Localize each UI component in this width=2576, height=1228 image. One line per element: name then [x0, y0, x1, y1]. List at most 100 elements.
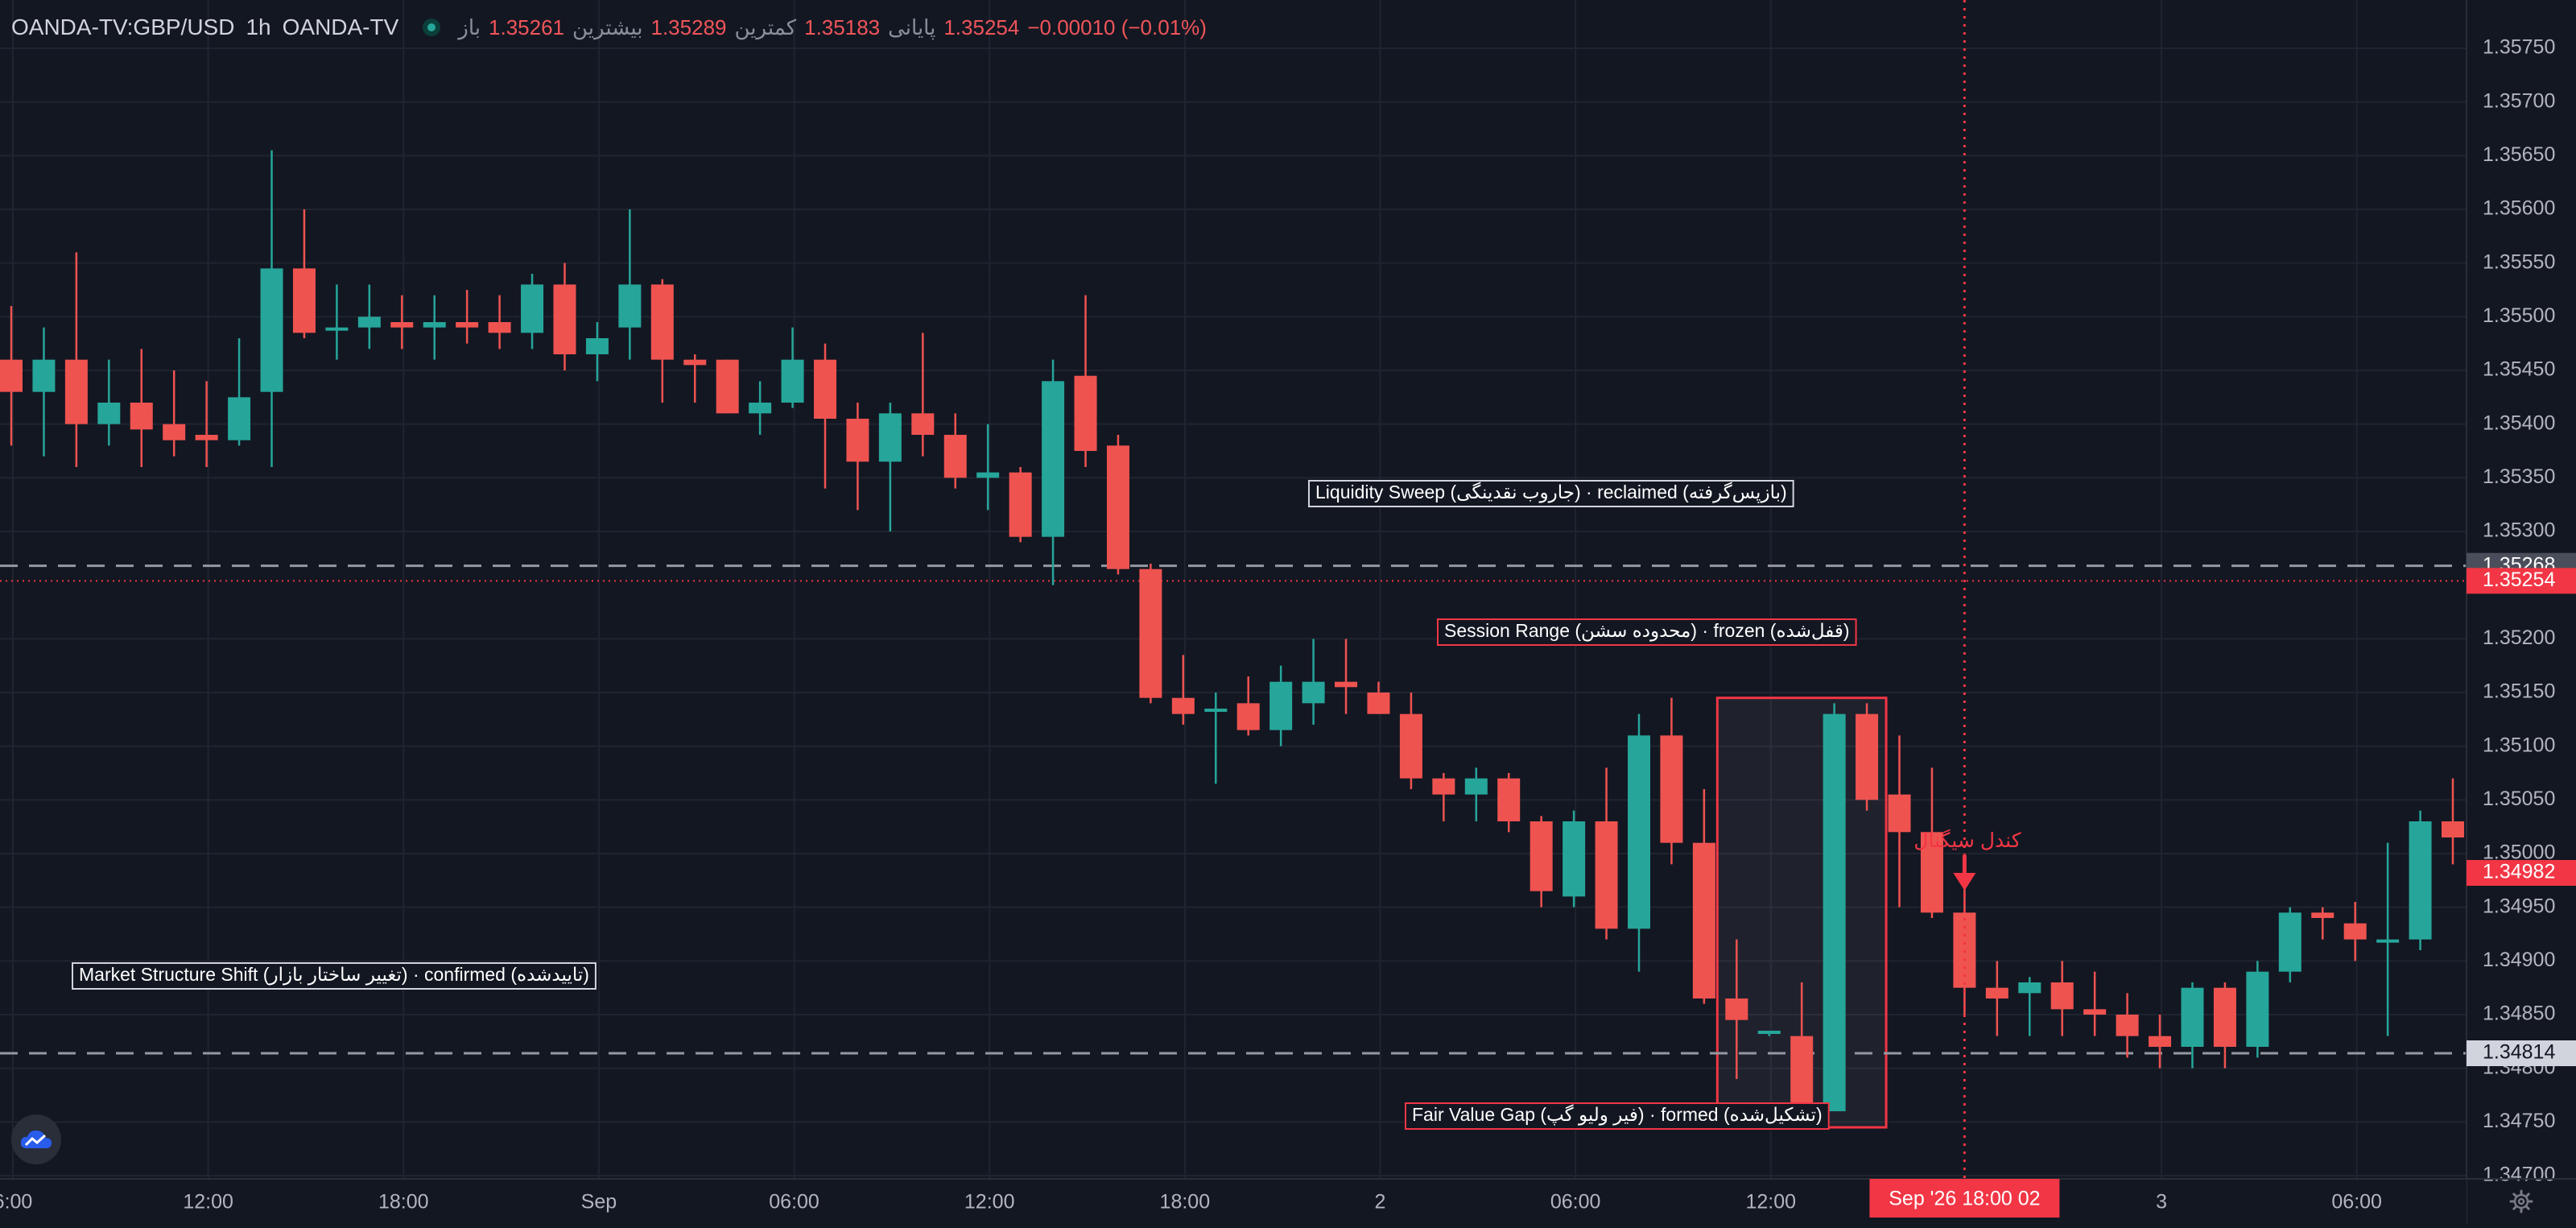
candle-body: [2442, 821, 2464, 837]
candle-body: [618, 284, 642, 328]
price-tick-label: 1.35350: [2483, 465, 2555, 488]
candle-body: [781, 359, 804, 403]
price-tick-label: 1.35150: [2483, 680, 2555, 703]
symbol-name[interactable]: OANDA-TV:GBP/USD: [11, 14, 235, 39]
candle: [2149, 1015, 2172, 1069]
candle-body: [1171, 697, 1195, 714]
candle-body: [2376, 939, 2400, 943]
price-tick-label: 1.35700: [2483, 89, 2555, 112]
close-value: 1.35254: [943, 14, 1020, 39]
candle: [1888, 735, 1911, 908]
candle: [1563, 810, 1586, 908]
candle: [390, 295, 414, 349]
mss-level-tag: 1.34814: [2483, 1041, 2555, 1064]
candle-body: [1269, 681, 1293, 730]
candle: [2246, 961, 2269, 1058]
liquidity-sweep-label-text: Liquidity Sweep (جاروب نقدینگی) · reclai…: [1315, 482, 1787, 503]
candle-body: [1595, 821, 1618, 929]
crosshair-time-label: Sep '26 18:00 02: [1889, 1188, 2040, 1210]
price-tick-label: 1.34850: [2483, 1003, 2555, 1025]
candle-body: [1660, 735, 1683, 843]
candle: [130, 349, 153, 467]
candle-body: [1464, 778, 1488, 795]
candle: [325, 284, 349, 360]
candle-body: [2246, 971, 2269, 1047]
candle: [2181, 982, 2204, 1069]
candle: [1692, 789, 1715, 1004]
candle-body: [1530, 821, 1553, 891]
symbol-legend: OANDA-TV:GBP/USD 1h OANDA-TV باز 1.35261…: [11, 11, 1207, 43]
time-tick-label: 18:00: [378, 1191, 429, 1214]
open-label: باز: [458, 14, 481, 39]
candle-body: [97, 403, 121, 424]
tradingview-cloud-icon[interactable]: [11, 1114, 61, 1164]
candle: [1757, 1031, 1781, 1036]
time-tick-label: 3: [2156, 1191, 2167, 1214]
gear-icon[interactable]: [2507, 1187, 2536, 1216]
time-tick-label: 12:00: [1745, 1191, 1796, 1214]
candle: [2213, 982, 2236, 1069]
price-tick-label: 1.34950: [2483, 895, 2555, 917]
candle-body: [2018, 982, 2041, 994]
candle: [1985, 961, 2008, 1036]
candle: [1725, 939, 1748, 1079]
candle-body: [1790, 1036, 1814, 1111]
candle-body: [1399, 713, 1422, 779]
candle: [2050, 961, 2074, 1036]
candle: [228, 338, 251, 446]
candle: [0, 306, 23, 446]
candle: [1660, 697, 1683, 865]
candle-body: [2409, 821, 2432, 940]
candle-body: [2050, 982, 2074, 1010]
session-range-label-text: Session Range (محدوده سشن) · frozen (قفل…: [1444, 620, 1850, 642]
candle: [618, 209, 642, 360]
high-label: بیشترین: [572, 14, 643, 39]
fair-value-gap-label: Fair Value Gap (فیر ولیو گپ) · formed (ت…: [1405, 1102, 1830, 1130]
candle: [1464, 767, 1488, 821]
close-label: پایانی: [888, 14, 936, 39]
mss-level-tag-bg: [2467, 1040, 2576, 1066]
session-range-label-box: [1437, 618, 1857, 646]
candle-body: [2311, 912, 2334, 918]
candle: [456, 290, 479, 344]
time-tick-label: 06:00: [2331, 1191, 2382, 1214]
candle: [2083, 971, 2107, 1036]
candle-body: [1074, 375, 1097, 451]
crosshair-time-bg: [1869, 1179, 2060, 1218]
ohlc-values: باز 1.35261 بیشترین 1.35289 کمترین 1.351…: [458, 15, 1207, 40]
time-tick-label: 2: [1375, 1191, 1386, 1214]
candle: [1497, 773, 1521, 833]
candle: [1171, 655, 1195, 725]
candle-body: [2083, 1009, 2107, 1015]
candle: [423, 295, 446, 360]
candle: [292, 209, 316, 338]
candle-body: [1692, 842, 1715, 999]
current-price-tag: 1.35254: [2483, 569, 2555, 591]
candle-body: [2278, 912, 2301, 972]
candle-body: [1236, 703, 1260, 730]
candle: [1335, 639, 1358, 714]
price-axis-bg: [2467, 0, 2576, 1224]
interval-label[interactable]: 1h: [246, 14, 271, 39]
candle-body: [228, 397, 251, 440]
liquidity-sweep-label-box: [1308, 480, 1794, 507]
signal-candle-label: کندل سیگنال: [1913, 829, 2021, 852]
market-structure-shift-label-text: Market Structure Shift (تغییر ساختار باز…: [79, 964, 589, 986]
candle: [1628, 713, 1650, 972]
candle: [521, 274, 544, 349]
levels: [0, 564, 2467, 1055]
candle: [1106, 435, 1129, 575]
low-value: 1.35183: [804, 14, 881, 39]
candle-body: [1985, 987, 2008, 999]
candle: [2343, 902, 2367, 961]
candle-body: [64, 359, 88, 424]
crosshair-price-tag: 1.34982: [2483, 861, 2555, 883]
candle: [553, 263, 576, 370]
candle-body: [521, 284, 544, 333]
candle-body: [585, 338, 609, 354]
candle: [846, 403, 869, 511]
candle: [716, 359, 739, 414]
candle: [976, 424, 1000, 511]
